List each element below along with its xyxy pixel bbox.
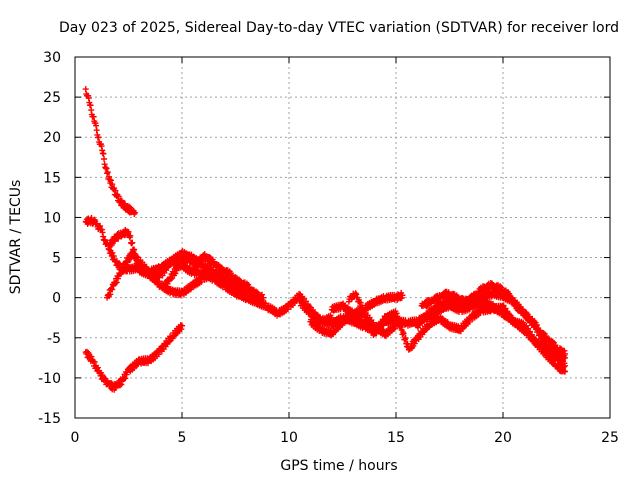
data-point	[370, 319, 377, 326]
data-point	[100, 150, 107, 157]
data-point	[131, 209, 138, 216]
data-point	[540, 335, 547, 342]
y-tick-label: 25	[43, 90, 61, 106]
data-point	[381, 319, 388, 326]
data-point	[118, 197, 125, 204]
data-point	[220, 275, 227, 282]
y-tick-label: -5	[47, 331, 61, 347]
data-point	[104, 169, 111, 176]
data-point	[107, 177, 114, 184]
x-tick-label: 25	[601, 430, 619, 446]
plot-frame	[74, 56, 611, 419]
data-point	[434, 306, 441, 313]
y-tick-label: -15	[38, 411, 61, 427]
series-track-10	[345, 290, 399, 340]
data-point	[129, 239, 136, 246]
data-point	[394, 313, 401, 320]
y-tick-label: 20	[43, 130, 61, 146]
data-point	[109, 249, 116, 256]
data-point	[316, 313, 323, 320]
data-point	[127, 255, 134, 262]
data-point	[396, 317, 403, 324]
y-axis-label: SDTVAR / TECUs	[8, 180, 24, 295]
data-point	[530, 335, 537, 342]
data-point	[107, 242, 114, 249]
x-tick-label: 15	[387, 430, 405, 446]
y-tick-label: -10	[38, 371, 61, 387]
data-point	[179, 322, 185, 329]
data-point	[155, 278, 162, 285]
series-track-5	[82, 322, 185, 393]
data-point	[109, 286, 116, 293]
data-point	[527, 328, 534, 335]
x-tick-label: 0	[71, 430, 80, 446]
data-point	[562, 368, 569, 375]
x-axis-label: GPS time / hours	[280, 458, 397, 474]
y-tick-label: 5	[52, 251, 61, 267]
data-point	[551, 357, 558, 364]
data-point	[113, 279, 120, 286]
y-tick-label: 30	[43, 50, 61, 66]
data-point	[243, 293, 250, 300]
data-point	[101, 156, 108, 163]
chart-title: Day 023 of 2025, Sidereal Day-to-day VTE…	[59, 20, 619, 36]
x-tick-label: 20	[494, 430, 512, 446]
y-tick-label: 0	[52, 291, 61, 307]
data-point	[519, 306, 526, 313]
series-track-9	[328, 289, 406, 320]
data-point	[127, 232, 134, 239]
data-point	[502, 305, 509, 312]
series-track-12	[414, 288, 569, 362]
grid-layer	[75, 57, 610, 418]
data-point	[399, 292, 406, 299]
ticks-layer: 0 5 10 15 20 25 -15 -10 -5 0 5 10 15 20 25 30	[38, 50, 619, 446]
data-point	[284, 306, 291, 313]
x-tick-label: 10	[280, 430, 298, 446]
series-track-4	[106, 226, 250, 301]
y-tick-label: 10	[43, 210, 61, 226]
x-tick-label: 5	[178, 430, 187, 446]
marks-layer	[82, 86, 569, 393]
data-point	[133, 253, 140, 260]
data-point	[520, 319, 527, 326]
data-point	[562, 354, 569, 361]
data-point	[466, 302, 473, 309]
data-point	[115, 193, 122, 200]
data-point	[198, 278, 205, 285]
data-point	[357, 299, 364, 306]
data-point	[134, 261, 141, 268]
data-point	[528, 331, 535, 338]
data-point	[122, 375, 129, 382]
data-point	[260, 294, 267, 301]
data-point	[393, 322, 399, 329]
series-track-1	[82, 86, 138, 217]
y-tick-label: 15	[43, 170, 61, 186]
series-track-6	[161, 251, 267, 304]
data-point	[91, 358, 98, 365]
data-point	[83, 348, 90, 355]
data-point	[402, 335, 409, 342]
data-point	[400, 330, 407, 337]
data-point	[108, 241, 115, 248]
data-point	[107, 291, 114, 298]
data-point	[155, 351, 162, 358]
data-point	[131, 246, 138, 253]
